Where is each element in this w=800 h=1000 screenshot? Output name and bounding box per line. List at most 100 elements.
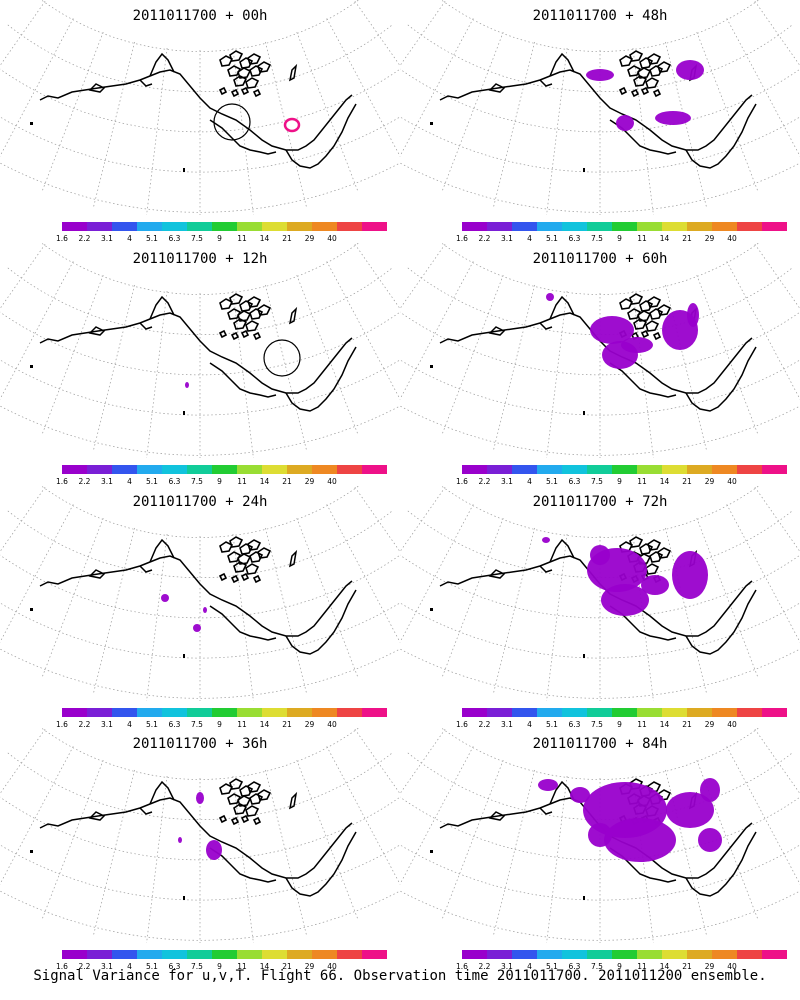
colorbar-labels: 1.6 2.2 3.1 4 5.1 6.3 7.5 9 11 14 21 29 40 [456,720,762,730]
colorbar [462,222,787,231]
colorbar-cell [212,465,237,474]
colorbar-label: 29 [304,477,315,486]
colorbar-cell [312,222,337,231]
colorbar [462,708,787,717]
colorbar-cell [87,708,112,717]
colorbar-label: 9 [617,720,622,729]
colorbar-label: 21 [682,234,692,243]
map-area [400,243,800,458]
colorbar-label: 14 [659,234,670,243]
colorbar-label: 2.2 [478,234,491,243]
colorbar-cell [562,950,587,959]
variance-region [698,828,722,852]
colorbar-label: 1.6 [456,720,468,729]
colorbar-cell [487,465,512,474]
hotspot-contour [283,117,301,133]
colorbar-cell [612,708,637,717]
colorbar-label: 11 [637,477,647,486]
map-area [0,486,400,701]
colorbar-label: 9 [617,962,622,971]
colorbar-label: 11 [237,962,247,971]
colorbar-cell [612,222,637,231]
colorbar-cell [87,950,112,959]
map-area [400,0,800,215]
colorbar-cell [512,950,537,959]
colorbar-cell [212,950,237,959]
colorbar-cell [487,708,512,717]
variance-region [655,111,691,125]
colorbar-label: 1.6 [456,234,468,243]
colorbar-label: 3.1 [101,962,113,971]
colorbar-cell [687,708,712,717]
colorbar-cell [337,708,362,717]
colorbar-cell [112,222,137,231]
colorbar-label: 4 [527,720,532,729]
colorbar-label: 1.6 [56,962,68,971]
colorbar-label: 9 [617,477,622,486]
colorbar-cell [162,708,187,717]
colorbar-label: 21 [682,720,692,729]
colorbar-label: 5.1 [146,477,158,486]
colorbar-cell [487,222,512,231]
colorbar-cell [537,465,562,474]
colorbar-cell [612,465,637,474]
colorbar-label: 14 [259,720,270,729]
colorbar-label: 29 [704,477,715,486]
colorbar-label: 4 [527,477,532,486]
variance-region [542,537,550,543]
variance-region [672,551,708,599]
colorbar-label: 40 [327,234,337,243]
colorbar-cell [162,465,187,474]
colorbar-cell [537,708,562,717]
map-panel: 2011011700 + 60h 1.6 2.2 3.1 4 5.1 6.3 7.5 9 11 14… [400,243,800,488]
colorbar-cell [287,222,312,231]
observation-circle [263,339,301,377]
colorbar-cell [762,465,787,474]
colorbar-label: 6.3 [168,962,181,971]
colorbar-cell [462,222,487,231]
panel-title: 2011011700 + 12h [132,251,268,267]
colorbar-cell [112,465,137,474]
variance-region [601,584,649,616]
colorbar-label: 7.5 [591,962,603,971]
panel-title: 2011011700 + 72h [532,494,668,510]
colorbar-labels: 1.6 2.2 3.1 4 5.1 6.3 7.5 9 11 14 21 29 40 [56,477,362,487]
colorbar-labels: 1.6 2.2 3.1 4 5.1 6.3 7.5 9 11 14 21 29 40 [56,720,362,730]
colorbar-cell [187,222,212,231]
colorbar-cell [612,950,637,959]
colorbar-cell [637,465,662,474]
panel-title: 2011011700 + 60h [532,251,668,267]
colorbar-label: 4 [127,720,132,729]
map-panel: 2011011700 + 36h 1.6 2.2 3.1 4 5.1 6.3 7.5 9 11 14… [0,728,400,973]
colorbar-cell [62,950,87,959]
colorbar-cell [337,222,362,231]
colorbar-cell [262,708,287,717]
colorbar-cell [312,950,337,959]
colorbar-labels: 1.6 2.2 3.1 4 5.1 6.3 7.5 9 11 14 21 29 40 [56,234,362,244]
colorbar-label: 29 [704,962,715,971]
map-area [0,728,400,943]
variance-region [203,607,207,613]
colorbar-cell [512,222,537,231]
colorbar-cell [662,222,687,231]
variance-region [676,60,704,80]
colorbar-cell [487,950,512,959]
colorbar-label: 3.1 [501,234,513,243]
colorbar-label: 5.1 [546,477,558,486]
colorbar [62,708,387,717]
colorbar-cell [312,465,337,474]
variance-region [700,778,720,802]
colorbar-label: 4 [527,234,532,243]
colorbar-cell [737,222,762,231]
colorbar-label: 4 [527,962,532,971]
colorbar [462,465,787,474]
colorbar-label: 1.6 [456,962,468,971]
observation-circle [213,103,251,141]
colorbar-cell [737,950,762,959]
colorbar-cell [237,222,262,231]
colorbar-label: 1.6 [56,234,68,243]
colorbar-label: 3.1 [501,477,513,486]
colorbar-cell [512,465,537,474]
colorbar-label: 1.6 [456,477,468,486]
map-area [0,243,400,458]
